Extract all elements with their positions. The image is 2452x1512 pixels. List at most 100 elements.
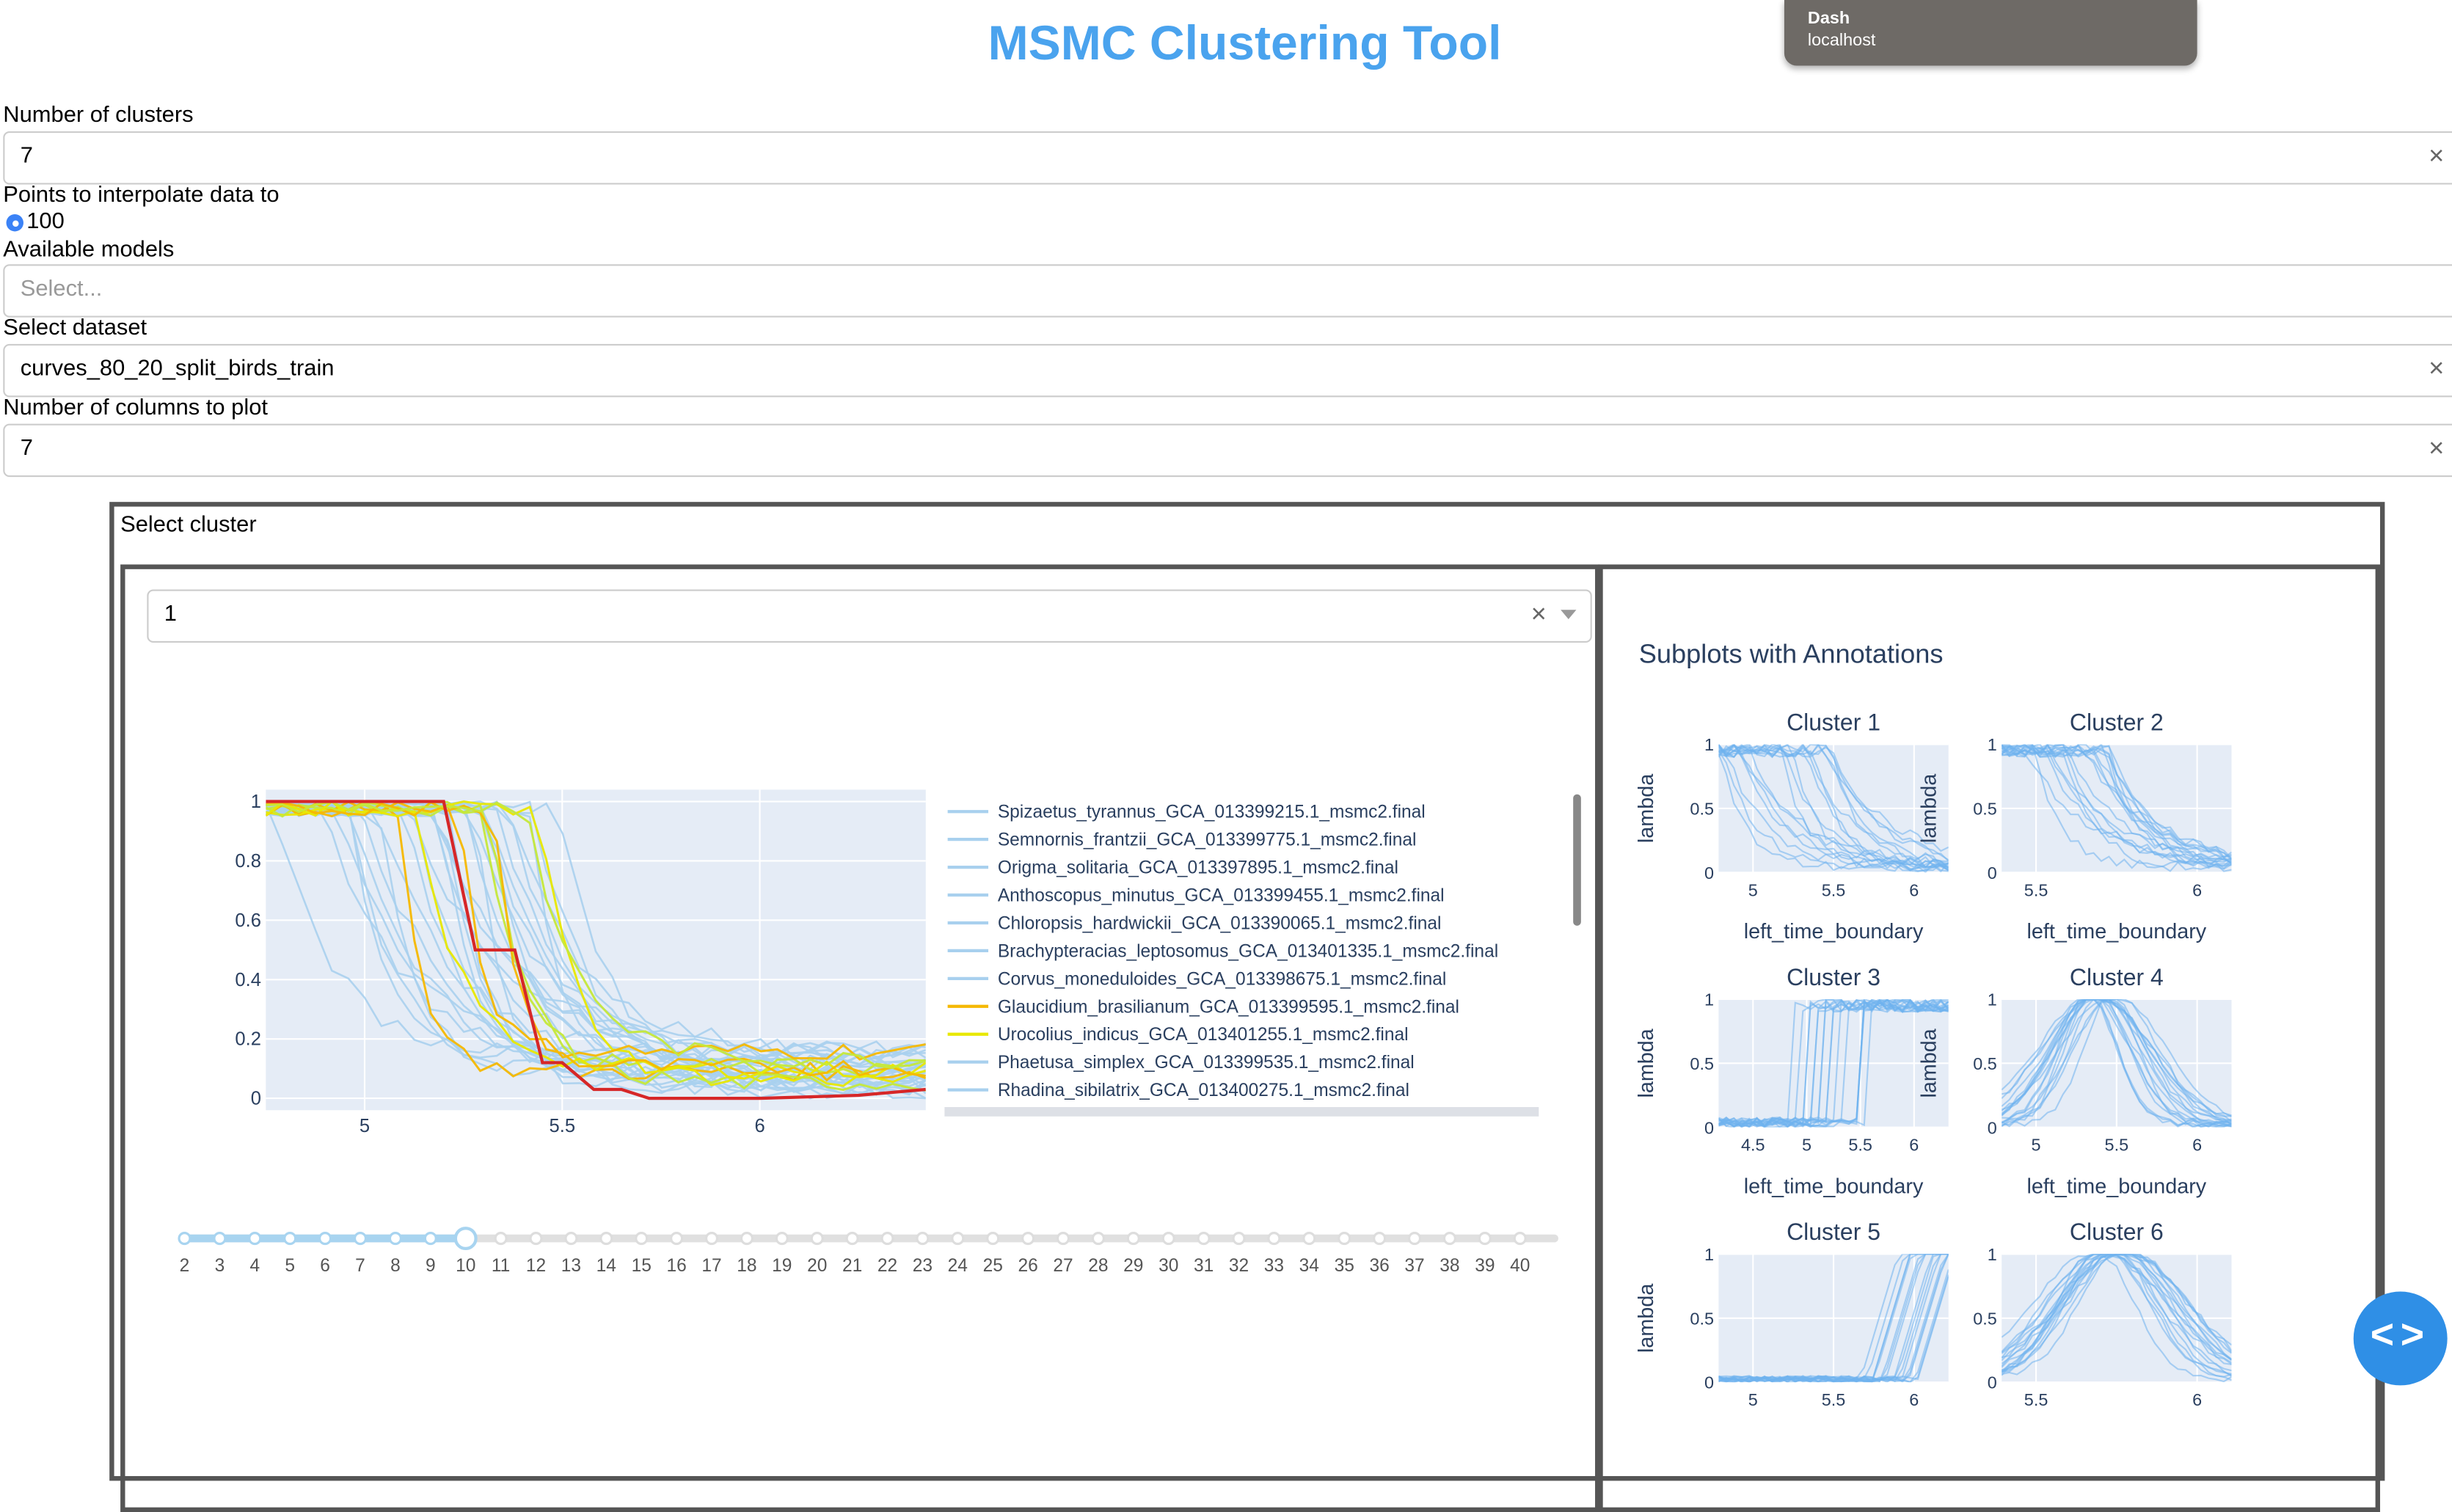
models-select[interactable]: Select...	[3, 264, 2452, 318]
slider-mark[interactable]: 13	[561, 1256, 581, 1276]
slider-mark[interactable]: 29	[1123, 1256, 1143, 1276]
legend-item[interactable]: Phaetusa_simplex_GCA_013399535.1_msmc2.f…	[998, 1053, 1415, 1073]
subplot-line	[2002, 998, 2232, 1128]
slider-mark[interactable]: 39	[1475, 1256, 1495, 1276]
subplot-line	[2002, 744, 2232, 872]
slider-mark[interactable]: 12	[526, 1256, 546, 1276]
subplot-line	[1718, 744, 1949, 863]
slider-dot	[775, 1232, 789, 1246]
code-icon: <>	[2370, 1310, 2431, 1358]
slider-mark[interactable]: 15	[632, 1256, 652, 1276]
slider-dot	[529, 1232, 543, 1246]
num-cols-value: 7	[20, 436, 33, 461]
slider-mark[interactable]: 34	[1299, 1256, 1319, 1276]
legend-item[interactable]: Rhadina_sibilatrix_GCA_013400275.1_msmc2…	[998, 1081, 1409, 1100]
models-label: Available models	[3, 237, 175, 263]
slider-mark[interactable]: 32	[1229, 1256, 1249, 1276]
slider-mark[interactable]: 6	[320, 1256, 330, 1276]
slider-mark[interactable]: 31	[1194, 1256, 1214, 1276]
subplot-line	[1718, 744, 1949, 871]
interp-option-label: 100	[26, 209, 65, 235]
interp-radio-100[interactable]	[6, 214, 23, 232]
subplot-x-tick: 5.5	[1822, 880, 1846, 899]
slider-mark[interactable]: 26	[1018, 1256, 1037, 1276]
subplot-x-tick: 6	[1909, 880, 1919, 899]
slider-mark[interactable]: 21	[842, 1256, 862, 1276]
subplot-line	[2002, 998, 2232, 1122]
legend-item[interactable]: Corvus_moneduloides_GCA_013398675.1_msmc…	[998, 969, 1447, 989]
cluster-dropdown[interactable]: 1 ×	[147, 589, 1592, 643]
legend-item[interactable]: Urocolius_indicus_GCA_013401255.1_msmc2.…	[998, 1025, 1409, 1045]
nav-toggle-button[interactable]: <>	[2353, 1291, 2448, 1386]
slider-mark[interactable]: 36	[1369, 1256, 1389, 1276]
clear-icon[interactable]: ×	[2429, 140, 2445, 171]
slider-mark[interactable]: 28	[1088, 1256, 1108, 1276]
slider-mark[interactable]: 35	[1335, 1256, 1354, 1276]
slider-mark[interactable]: 17	[701, 1256, 721, 1276]
legend-item[interactable]: Brachypteracias_leptosomus_GCA_013401335…	[998, 941, 1498, 961]
subplot-1: 0 0.5 1 5 5.5 6 Cluster 1 left_time_boundary lam…	[1635, 709, 1949, 943]
subplot-xlabel: left_time_boundary	[1744, 1175, 1924, 1198]
slider-mark[interactable]: 19	[772, 1256, 792, 1276]
slider-mark[interactable]: 9	[426, 1256, 436, 1276]
slider-dot	[599, 1232, 613, 1246]
slider-dot	[916, 1232, 930, 1246]
slider-mark[interactable]: 24	[948, 1256, 968, 1276]
slider-mark[interactable]: 22	[877, 1256, 897, 1276]
slider-dot	[564, 1232, 578, 1246]
slider-dot	[670, 1232, 684, 1246]
subplot-line	[2002, 1254, 2232, 1360]
slider-mark[interactable]: 8	[390, 1256, 401, 1276]
slider-mark[interactable]: 14	[596, 1256, 616, 1276]
slider-mark[interactable]: 4	[249, 1256, 260, 1276]
slider-mark[interactable]: 7	[355, 1256, 365, 1276]
legend-item[interactable]: Anthoscopus_minutus_GCA_013399455.1_msmc…	[998, 886, 1445, 906]
subplot-line	[2002, 744, 2232, 872]
slider-mark[interactable]: 30	[1159, 1256, 1178, 1276]
slider-dot	[1373, 1232, 1387, 1246]
slider-mark[interactable]: 18	[737, 1256, 756, 1276]
slider-mark[interactable]: 16	[666, 1256, 686, 1276]
subplot-line	[1718, 1254, 1949, 1383]
slider-dot	[353, 1232, 368, 1246]
slider-dot	[951, 1232, 965, 1246]
slider-mark[interactable]: 10	[456, 1256, 475, 1276]
chevron-down-icon[interactable]	[1561, 610, 1577, 620]
legend-scrollbar[interactable]	[1573, 794, 1581, 926]
subplot-line	[1718, 744, 1949, 869]
browser-toast[interactable]: Dash localhost	[1784, 0, 2197, 66]
slider-mark[interactable]: 2	[180, 1256, 190, 1276]
legend-item[interactable]: Chloropsis_hardwickii_GCA_013390065.1_ms…	[998, 913, 1442, 933]
slider-mark[interactable]: 20	[807, 1256, 827, 1276]
y-tick-label: 0	[251, 1089, 261, 1109]
slider-mark[interactable]: 11	[492, 1256, 510, 1276]
slider-mark[interactable]: 27	[1053, 1256, 1073, 1276]
slider-handle[interactable]	[453, 1227, 478, 1251]
slider-mark[interactable]: 5	[285, 1256, 295, 1276]
slider-dot	[986, 1232, 1000, 1246]
dataset-select[interactable]: curves_80_20_split_birds_train ×	[3, 343, 2452, 398]
cluster-line-chart[interactable]: 5 5.5 6 0 0.2 0.4 0.6 0.8 1 Spizaetus_tyrannus_GC…	[0, 0, 2452, 1428]
subplot-y-tick: 0.5	[1973, 799, 1997, 818]
slider-mark[interactable]: 3	[215, 1256, 225, 1276]
clear-icon[interactable]: ×	[2429, 353, 2445, 384]
slider-mark[interactable]: 25	[983, 1256, 1003, 1276]
subplot-line	[2002, 998, 2232, 1124]
y-tick-label: 0.2	[235, 1029, 261, 1050]
subplot-y-tick: 0	[1704, 1118, 1714, 1137]
slider-mark[interactable]: 37	[1404, 1256, 1424, 1276]
subplot-x-tick: 6	[1909, 1136, 1919, 1155]
legend-item[interactable]: Spizaetus_tyrannus_GCA_013399215.1_msmc2…	[998, 803, 1426, 822]
slider-mark[interactable]: 33	[1264, 1256, 1284, 1276]
slider-mark[interactable]: 40	[1510, 1256, 1530, 1276]
num-clusters-input[interactable]: 7 ×	[3, 131, 2452, 185]
legend-item[interactable]: Semnornis_frantzii_GCA_013399775.1_msmc2…	[998, 830, 1417, 850]
clear-icon[interactable]: ×	[1530, 599, 1547, 629]
clear-icon[interactable]: ×	[2429, 433, 2445, 463]
legend-item[interactable]: Origma_solitaria_GCA_013397895.1_msmc2.f…	[998, 858, 1398, 878]
slider-mark[interactable]: 23	[913, 1256, 933, 1276]
subplot-x-tick: 5.5	[2024, 1390, 2048, 1409]
num-cols-input[interactable]: 7 ×	[3, 423, 2452, 478]
legend-item[interactable]: Glaucidium_brasilianum_GCA_013399595.1_m…	[998, 997, 1459, 1017]
slider-mark[interactable]: 38	[1440, 1256, 1459, 1276]
